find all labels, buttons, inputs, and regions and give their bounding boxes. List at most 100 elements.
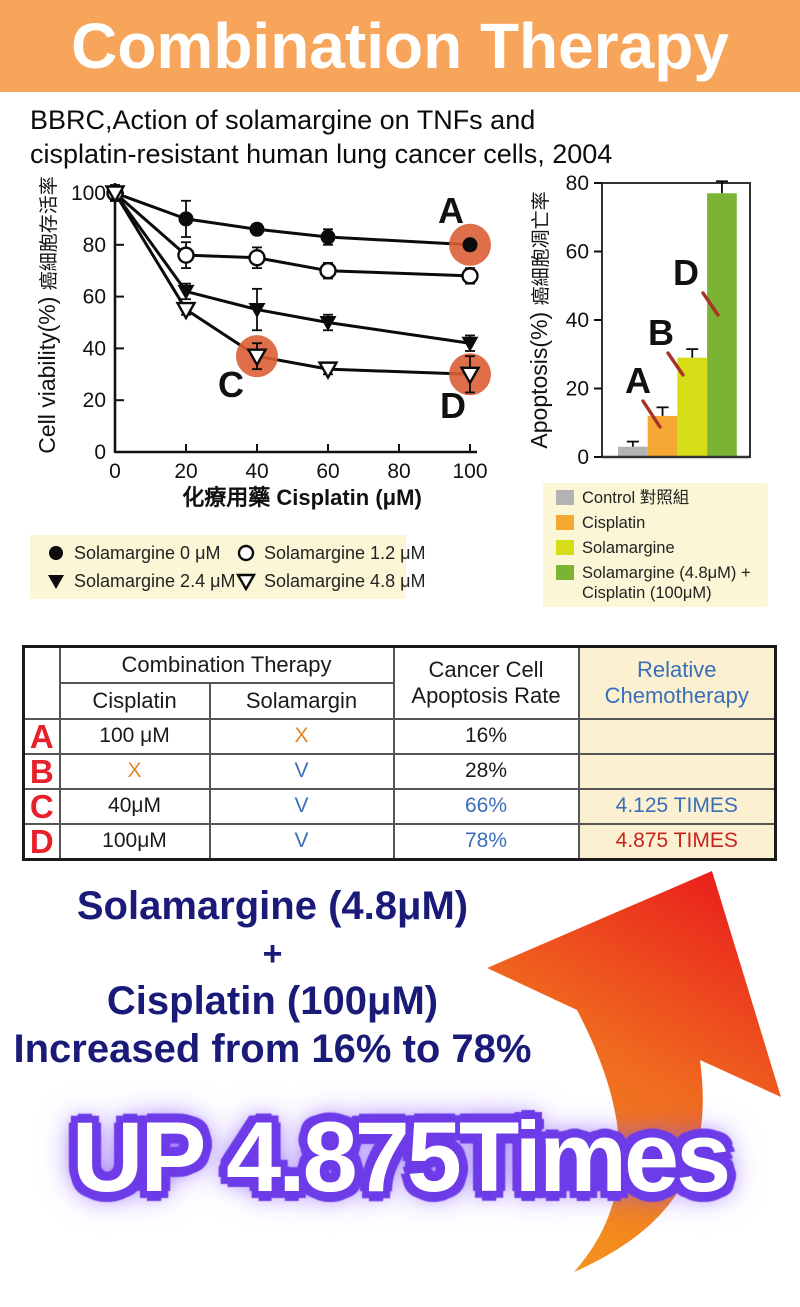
legend-label: Control 對照組 — [582, 488, 690, 507]
x-axis-label: 化療用藥 Cisplatin (μM) — [182, 485, 422, 510]
y-tick-label: 80 — [566, 172, 589, 195]
bar-legend-item-0: Control 對照組 — [556, 488, 762, 508]
legend-item-2: Solamargine 2.4 μM — [46, 571, 236, 592]
legend-label: Solamargine (4.8μM) + Cisplatin (100μM) — [582, 563, 751, 602]
marker-circle-filled — [320, 229, 336, 245]
x-tick-label: 40 — [245, 460, 268, 483]
cisplatin-cell: 100μM — [58, 822, 211, 860]
series-line-0 — [114, 191, 471, 247]
x-tick-label: 20 — [174, 460, 197, 483]
legend-label: Solamargine 1.2 μM — [264, 542, 426, 563]
circle-filled-icon — [49, 546, 63, 560]
y-tick-label: 60 — [83, 286, 106, 309]
row-label: D — [22, 822, 61, 860]
conclusion-plus: + — [262, 935, 283, 973]
table-row-c: C 40μM V 66% 4.125 TIMES — [22, 787, 777, 825]
conclusion-cisplatin: Cisplatin (100μM) — [106, 979, 439, 1023]
apoptosis-rate-cell: 16% — [392, 717, 580, 755]
series-line-2 — [113, 192, 471, 345]
x-tick-label: 80 — [387, 460, 410, 483]
row-label: C — [22, 787, 61, 825]
y-tick-label: 100 — [71, 182, 106, 205]
source-line-1: BBRC,Action of solamargine on TNFs and — [30, 105, 536, 135]
y-tick-label: 40 — [566, 309, 589, 332]
cisplatin-column-header: Cisplatin — [58, 681, 211, 720]
bar-chart-legend: Control 對照組 Cisplatin Solamargine Solamargi… — [543, 483, 768, 607]
y-tick-label: 80 — [83, 234, 106, 257]
x-tick-label: 100 — [452, 460, 487, 483]
bar-legend-item-2: Solamargine — [556, 538, 762, 558]
legend-item-3: Solamargine 4.8 μM — [236, 571, 425, 592]
line-chart-legend: Solamargine 0 μM Solamargine 1.2 μM Solama… — [30, 535, 425, 599]
y-tick-label: 0 — [577, 446, 589, 465]
y-tick-label: 20 — [566, 378, 589, 401]
marker-circle-filled — [249, 221, 265, 237]
leader-line-a — [641, 399, 662, 429]
apoptosis-rate-cell: 66% — [392, 787, 580, 825]
leader-line-d — [701, 291, 720, 317]
up-arrow-graphic — [487, 871, 781, 1272]
point-label-d: D — [440, 385, 466, 426]
apoptosis-bar-chart: 0 20 40 60 80 Apoptosis(%) 癌細胞凋亡率 ABD — [526, 172, 751, 465]
bar-legend-item-3: Solamargine (4.8μM) + Cisplatin (100μM) — [556, 563, 762, 603]
legend-label: Solamargine 0 μM — [74, 542, 221, 563]
solamargin-cell: V — [208, 822, 395, 860]
cisplatin-cell: X — [58, 752, 211, 790]
marker-triangle-filled — [248, 303, 266, 319]
marker-circle-filled — [178, 211, 194, 227]
bar-label-a: A — [625, 360, 651, 401]
solamargin-column-header: Solamargin — [208, 681, 395, 720]
leader-line-b — [666, 351, 685, 377]
conclusion-increase: Increased from 16% to 78% — [13, 1027, 532, 1071]
table-row-a: A 100 μM X 16% — [22, 717, 777, 755]
up-times-headline: UP 4.875Times — [71, 1101, 731, 1212]
marker-circle-filled — [462, 237, 478, 253]
bar-legend-item-1: Cisplatin — [556, 513, 762, 533]
apoptosis-rate-cell: 28% — [392, 752, 580, 790]
marker-circle-open — [177, 246, 195, 264]
combination-therapy-header: Combination Therapy — [58, 645, 395, 684]
row-label: B — [22, 752, 61, 790]
circle-open-icon — [237, 544, 255, 562]
bar-0 — [618, 446, 648, 457]
results-table: Combination Therapy Cancer Cell Apoptosi… — [22, 645, 777, 861]
circle-filled-icon — [49, 546, 63, 560]
marker-triangle-open — [459, 366, 481, 386]
legend-label: Solamargine — [582, 538, 675, 557]
marker-triangle-open — [104, 185, 126, 204]
table-row-d: D 100μM V 78% 4.875 TIMES — [22, 822, 777, 860]
marker-circle-open — [248, 249, 266, 267]
header-banner: Combination Therapy — [0, 0, 800, 92]
relative-chemo-cell — [577, 752, 777, 790]
row-label: A — [22, 717, 61, 755]
legend-item-1: Solamargine 1.2 μM — [236, 543, 425, 564]
marker-triangle-open — [175, 301, 197, 321]
legend-item-0: Solamargine 0 μM — [46, 543, 236, 564]
y-tick-label: 0 — [94, 441, 106, 464]
marker-triangle-open — [317, 361, 339, 381]
relative-chemo-cell — [577, 717, 777, 755]
point-label-a: A — [438, 190, 464, 231]
conclusion-text: Solamargine (4.8μM) + Cisplatin (100μM) … — [0, 881, 545, 1073]
marker-triangle-filled — [461, 336, 479, 352]
y-axis-label: Apoptosis(%) 癌細胞凋亡率 — [526, 191, 552, 448]
triangle-open-icon — [236, 573, 256, 591]
table-row-b: B X V 28% — [22, 752, 777, 790]
color-swatch — [556, 489, 574, 505]
x-tick-label: 60 — [316, 460, 339, 483]
page-title: Combination Therapy — [71, 10, 729, 82]
cisplatin-cell: 40μM — [58, 787, 211, 825]
arrow-shape — [487, 871, 781, 1272]
marker-circle-open — [461, 267, 479, 285]
y-tick-label: 40 — [83, 337, 106, 360]
color-swatch — [556, 514, 574, 530]
corner-cell — [22, 645, 61, 720]
bar-label-d: D — [673, 252, 699, 293]
y-tick-label: 20 — [83, 389, 106, 412]
cisplatin-cell: 100 μM — [58, 717, 211, 755]
marker-circle-open — [319, 261, 337, 280]
source-citation: BBRC,Action of solamargine on TNFs and c… — [30, 103, 612, 171]
apoptosis-rate-cell: 78% — [392, 822, 580, 860]
legend-label: Solamargine 4.8 μM — [264, 570, 426, 591]
